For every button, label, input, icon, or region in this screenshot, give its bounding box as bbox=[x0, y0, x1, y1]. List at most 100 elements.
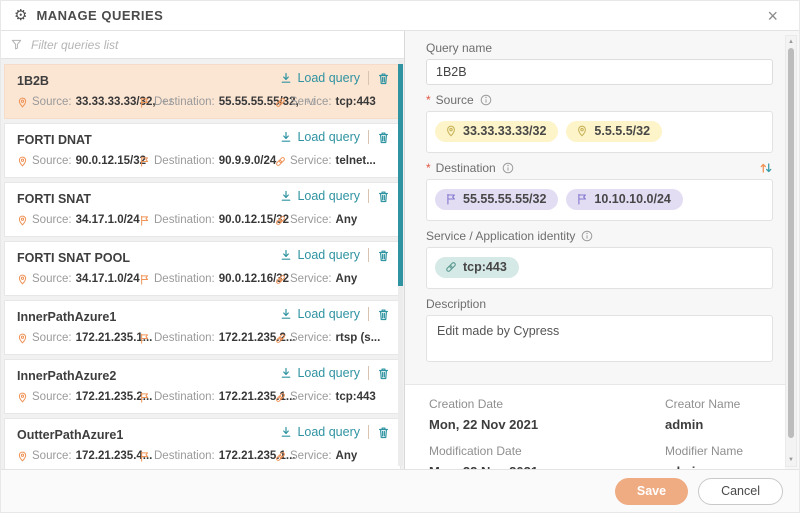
link-icon bbox=[275, 392, 286, 403]
query-item-actions: Load query bbox=[280, 307, 390, 321]
query-item-actions: Load query bbox=[280, 425, 390, 439]
query-list-panel: 1B2B Load query Source: 33.33.33.33/32, … bbox=[1, 31, 405, 471]
chip-label: 55.55.55.55/32 bbox=[463, 192, 546, 206]
info-icon[interactable] bbox=[502, 162, 514, 174]
swap-sort-icon[interactable] bbox=[759, 161, 773, 175]
service-value: rtsp (s... bbox=[336, 332, 381, 344]
query-name-input[interactable] bbox=[426, 59, 773, 85]
creator-name-cell: Creator Name admin bbox=[665, 397, 785, 432]
source-field[interactable]: 33.33.33.33/32 5.5.5.5/32 bbox=[426, 111, 773, 153]
flag-icon bbox=[139, 97, 150, 108]
required-asterisk: * bbox=[426, 93, 431, 107]
dialog-body: 1B2B Load query Source: 33.33.33.33/32, … bbox=[1, 31, 799, 471]
load-query-button[interactable]: Load query bbox=[280, 71, 360, 85]
query-detail-panel: Query name * Source 33.33.33.33/325.5.5.… bbox=[405, 31, 799, 471]
service-chip[interactable]: tcp:443 bbox=[435, 257, 519, 278]
source-prefix: Source: bbox=[32, 391, 72, 403]
load-query-label: Load query bbox=[297, 189, 360, 203]
service-value: telnet... bbox=[336, 155, 376, 167]
destination-prefix: Destination: bbox=[154, 96, 215, 108]
service-field[interactable]: tcp:443 bbox=[426, 247, 773, 289]
actions-divider bbox=[368, 366, 369, 380]
query-list-item[interactable]: FORTI DNAT Load query Source: 90.0.12.15… bbox=[4, 123, 401, 178]
description-textarea[interactable]: Edit made by Cypress bbox=[426, 315, 773, 362]
load-query-button[interactable]: Load query bbox=[280, 248, 360, 262]
service-value: Any bbox=[336, 450, 358, 462]
query-item-actions: Load query bbox=[280, 248, 390, 262]
flag-icon bbox=[139, 333, 150, 344]
query-item-details: Source: 33.33.33.33/32, +1 Destination: … bbox=[17, 96, 388, 110]
destination-field[interactable]: 55.55.55.55/32 10.10.10.0/24 bbox=[426, 179, 773, 221]
filter-icon bbox=[11, 39, 22, 50]
link-icon bbox=[275, 451, 286, 462]
download-icon bbox=[280, 249, 292, 261]
query-item-actions: Load query bbox=[280, 130, 390, 144]
download-icon bbox=[280, 367, 292, 379]
query-item-source: Source: 172.21.235.4... bbox=[17, 450, 152, 462]
query-item-details: Source: 34.17.1.0/24 Destination: 90.0.1… bbox=[17, 273, 388, 287]
load-query-button[interactable]: Load query bbox=[280, 366, 360, 380]
trash-icon[interactable] bbox=[377, 131, 390, 144]
scroll-up-icon[interactable]: ▲ bbox=[786, 38, 796, 46]
left-scrollbar-thumb[interactable] bbox=[398, 64, 403, 286]
cancel-button[interactable]: Cancel bbox=[698, 478, 783, 505]
query-item-actions: Load query bbox=[280, 71, 390, 85]
service-value: Any bbox=[336, 214, 358, 226]
query-list-item[interactable]: InnerPathAzure1 Load query Source: 172.2… bbox=[4, 300, 401, 355]
query-item-destination: Destination: 90.0.12.15/32 bbox=[139, 214, 289, 226]
flag-icon bbox=[139, 156, 150, 167]
query-metadata: Creation Date Mon, 22 Nov 2021 Creator N… bbox=[405, 384, 785, 471]
query-item-name: FORTI SNAT bbox=[17, 192, 91, 207]
close-icon[interactable]: × bbox=[759, 7, 786, 25]
flag-icon bbox=[139, 392, 150, 403]
query-list-item[interactable]: FORTI SNAT Load query Source: 34.17.1.0/… bbox=[4, 182, 401, 237]
destination-prefix: Destination: bbox=[154, 450, 215, 462]
load-query-button[interactable]: Load query bbox=[280, 307, 360, 321]
download-icon bbox=[280, 190, 292, 202]
link-icon bbox=[445, 261, 457, 273]
destination-label: Destination bbox=[436, 161, 496, 175]
right-scrollbar-thumb[interactable] bbox=[788, 48, 794, 438]
pin-icon bbox=[17, 392, 28, 403]
pin-icon bbox=[17, 333, 28, 344]
filter-queries-input[interactable] bbox=[29, 37, 394, 53]
query-item-actions: Load query bbox=[280, 189, 390, 203]
query-item-actions: Load query bbox=[280, 366, 390, 380]
source-chip[interactable]: 33.33.33.33/32 bbox=[435, 121, 558, 142]
link-icon bbox=[275, 274, 286, 285]
download-icon bbox=[280, 308, 292, 320]
destination-chip[interactable]: 55.55.55.55/32 bbox=[435, 189, 558, 210]
creation-date-value: Mon, 22 Nov 2021 bbox=[429, 417, 665, 432]
link-icon bbox=[275, 333, 286, 344]
query-item-name: 1B2B bbox=[17, 74, 49, 89]
info-icon[interactable] bbox=[581, 230, 593, 242]
trash-icon[interactable] bbox=[377, 72, 390, 85]
right-scrollbar[interactable]: ▲ ▼ bbox=[785, 35, 797, 467]
query-item-name: InnerPathAzure2 bbox=[17, 369, 116, 384]
source-chip[interactable]: 5.5.5.5/32 bbox=[566, 121, 662, 142]
destination-chip[interactable]: 10.10.10.0/24 bbox=[566, 189, 682, 210]
load-query-button[interactable]: Load query bbox=[280, 130, 360, 144]
trash-icon[interactable] bbox=[377, 190, 390, 203]
query-list-item[interactable]: FORTI SNAT POOL Load query Source: 34.17… bbox=[4, 241, 401, 296]
trash-icon[interactable] bbox=[377, 308, 390, 321]
source-value: 90.0.12.15/32 bbox=[76, 155, 146, 167]
service-section-header: Service / Application identity bbox=[426, 229, 773, 243]
flag-icon bbox=[445, 193, 457, 205]
chip-label: 10.10.10.0/24 bbox=[594, 192, 670, 206]
pin-icon bbox=[445, 125, 457, 137]
load-query-label: Load query bbox=[297, 248, 360, 262]
trash-icon[interactable] bbox=[377, 249, 390, 262]
link-icon bbox=[275, 156, 286, 167]
query-form: Query name * Source 33.33.33.33/325.5.5.… bbox=[405, 31, 799, 362]
query-list-item[interactable]: InnerPathAzure2 Load query Source: 172.2… bbox=[4, 359, 401, 414]
load-query-button[interactable]: Load query bbox=[280, 425, 360, 439]
trash-icon[interactable] bbox=[377, 367, 390, 380]
info-icon[interactable] bbox=[480, 94, 492, 106]
scroll-down-icon[interactable]: ▼ bbox=[786, 456, 796, 464]
load-query-button[interactable]: Load query bbox=[280, 189, 360, 203]
query-list-item[interactable]: OutterPathAzure1 Load query Source: 172.… bbox=[4, 418, 401, 471]
trash-icon[interactable] bbox=[377, 426, 390, 439]
save-button[interactable]: Save bbox=[615, 478, 688, 505]
query-list-item[interactable]: 1B2B Load query Source: 33.33.33.33/32, … bbox=[4, 64, 401, 119]
